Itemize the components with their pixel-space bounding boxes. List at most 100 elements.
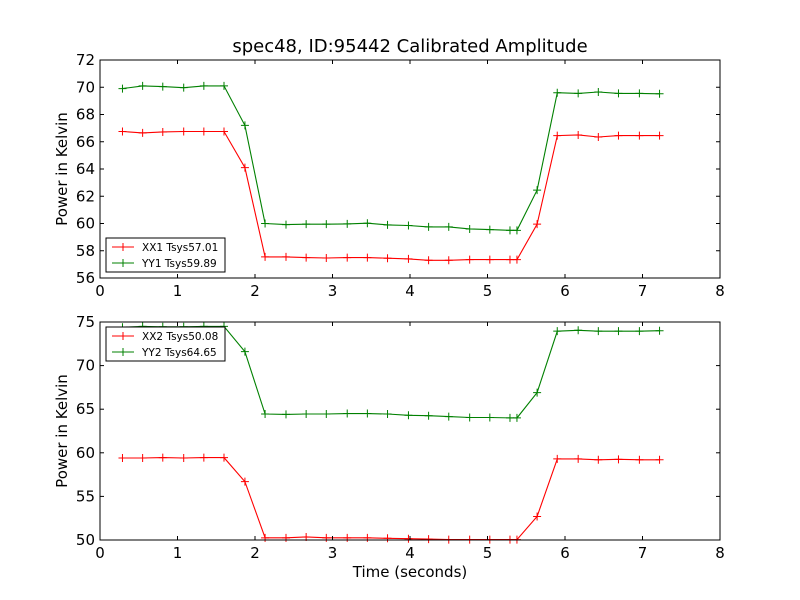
data-point [220, 453, 228, 462]
data-point [322, 409, 331, 418]
x-axis-label: Time (seconds) [352, 563, 468, 581]
data-point [322, 533, 331, 542]
x-tick-label: 8 [715, 544, 725, 562]
data-point [594, 88, 603, 97]
data-point [343, 219, 352, 228]
data-point [512, 255, 521, 264]
data-point [158, 453, 167, 462]
data-point [179, 127, 188, 136]
data-point [614, 89, 623, 98]
data-point [179, 83, 188, 92]
data-point [383, 254, 392, 263]
data-point [574, 89, 583, 98]
y-tick-label: 65 [76, 400, 95, 418]
legend-label: YY1 Tsys59.89 [141, 258, 217, 270]
legend-box [105, 237, 226, 273]
y-tick-label: 58 [76, 242, 95, 260]
data-point [614, 131, 623, 140]
data-point [343, 409, 352, 418]
data-point [261, 219, 270, 228]
data-point [424, 222, 433, 231]
x-tick-label: 2 [250, 544, 260, 562]
series-line [122, 85, 660, 231]
data-point [404, 221, 413, 230]
data-point [240, 347, 249, 356]
data-point [220, 81, 228, 90]
data-point [240, 121, 249, 130]
data-point [363, 533, 372, 542]
data-point [179, 454, 188, 463]
data-point [383, 534, 392, 543]
series-line [122, 457, 660, 541]
x-tick-label: 0 [95, 544, 105, 562]
data-point [655, 89, 664, 98]
x-tick-label: 1 [173, 282, 183, 300]
y-tick-label: 75 [76, 313, 95, 331]
data-point [199, 453, 208, 462]
data-point [614, 327, 623, 336]
data-point [485, 225, 494, 234]
data-point [282, 533, 290, 542]
data-point [118, 127, 127, 136]
x-tick-label: 7 [638, 544, 648, 562]
data-point [424, 411, 433, 420]
data-point [533, 186, 542, 195]
data-point [363, 409, 372, 418]
data-point [465, 255, 474, 264]
data-point [635, 327, 644, 336]
data-point [512, 413, 521, 422]
data-point [343, 253, 352, 262]
x-tick-label: 3 [328, 282, 338, 300]
data-point [302, 253, 311, 262]
data-point [322, 253, 331, 262]
data-point [424, 535, 433, 544]
data-point [282, 220, 290, 229]
series-yy1 [118, 81, 664, 235]
data-point [553, 454, 562, 463]
data-point [118, 84, 127, 93]
bottom-plot-panel: 0 1 2 3 4 5 6 7 8 50 55 60 65 70 75 Power in Kelvin XX2 … [53, 313, 725, 562]
series-xx1 [118, 127, 664, 265]
y-axis-label: Power in Kelvin [53, 112, 71, 226]
y-tick-label: 62 [76, 187, 95, 205]
data-point [383, 409, 392, 418]
data-point [118, 454, 127, 463]
x-tick-label: 6 [560, 282, 570, 300]
data-point [505, 255, 514, 264]
x-tick-label: 0 [95, 282, 105, 300]
data-point [553, 327, 562, 336]
data-point [383, 220, 392, 229]
data-point [240, 163, 249, 172]
data-point [553, 88, 562, 97]
y-tick-label: 60 [76, 215, 95, 233]
legend-label: XX1 Tsys57.01 [142, 242, 218, 254]
legend-marker [119, 259, 127, 267]
data-point [322, 220, 331, 229]
data-point [302, 220, 311, 229]
data-point [533, 220, 542, 229]
x-tick-label: 3 [328, 544, 338, 562]
chart-title: spec48, ID:95442 Calibrated Amplitude [232, 36, 587, 57]
data-point [655, 455, 664, 464]
data-point [533, 388, 542, 397]
data-point [138, 454, 147, 463]
series-yy2 [118, 322, 664, 422]
legend-label: YY2 Tsys64.65 [141, 347, 217, 359]
data-point [220, 127, 228, 136]
y-tick-label: 72 [76, 51, 95, 69]
data-point [465, 413, 474, 422]
data-point [635, 89, 644, 98]
data-point [505, 413, 514, 422]
y-tick-label: 68 [76, 106, 95, 124]
data-point [655, 326, 664, 335]
y-tick-label: 70 [76, 78, 95, 96]
data-point [444, 222, 453, 231]
data-point [199, 81, 208, 90]
data-point [261, 252, 270, 261]
data-point [424, 256, 433, 265]
data-point [485, 413, 494, 422]
y-tick-label: 60 [76, 444, 95, 462]
data-point [635, 455, 644, 464]
data-point [404, 411, 413, 420]
data-point [343, 533, 352, 542]
